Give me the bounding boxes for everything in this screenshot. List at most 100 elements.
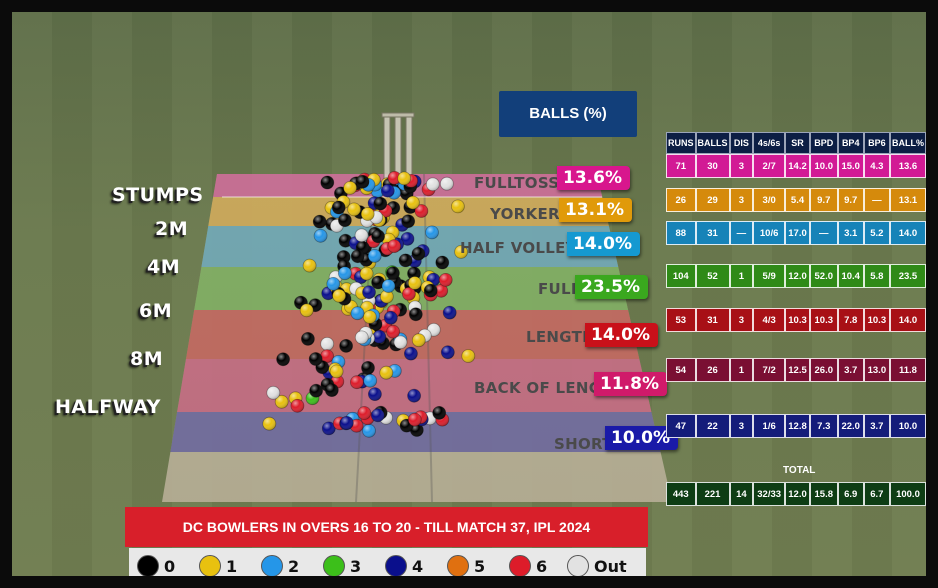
stat-cell: 26 xyxy=(666,188,696,212)
stat-cell: — xyxy=(863,188,890,212)
header-ball-pct: BALL% xyxy=(889,132,926,154)
zone-band xyxy=(185,310,640,359)
ball-shading xyxy=(266,386,280,400)
ball-shading xyxy=(337,250,351,264)
stats-total-row: 443 221 14 32/33 12.0 15.8 6.9 6.7 100.0 xyxy=(666,482,926,506)
ball-shading xyxy=(424,284,438,298)
ball-shading xyxy=(387,239,401,253)
ball-shading xyxy=(394,335,407,349)
stat-cell: 104 xyxy=(666,264,696,288)
ball-shading xyxy=(441,345,455,359)
ball-shading xyxy=(440,177,454,191)
ball-shading xyxy=(388,171,401,185)
ball-shading xyxy=(322,421,336,435)
stat-cell: 10.3 xyxy=(785,308,810,332)
stat-cell: 5/9 xyxy=(753,264,786,288)
stat-cell: 5.4 xyxy=(785,188,810,212)
stat-cell: 29 xyxy=(695,188,730,212)
ball-shading xyxy=(368,387,382,401)
stat-cell: 10.3 xyxy=(809,308,838,332)
ball-shading xyxy=(439,273,453,287)
zone-pct-yorker: 13.1% xyxy=(559,198,632,222)
ball-shading xyxy=(320,337,334,351)
legend-swatch xyxy=(261,555,283,576)
ball-shading xyxy=(361,207,375,221)
table-spacer xyxy=(666,212,926,221)
ball-shading xyxy=(339,234,352,248)
ball-shading xyxy=(407,389,421,403)
legend-item: 1 xyxy=(199,555,237,576)
ball-shading xyxy=(338,266,352,280)
stats-row: 53 31 3 4/3 10.3 10.3 7.8 10.3 14.0 xyxy=(666,308,926,332)
ball-shading xyxy=(454,245,468,259)
legend-label: Out xyxy=(594,556,627,576)
ball-shading xyxy=(276,352,290,366)
legend-swatch xyxy=(385,555,407,576)
stat-cell: 3 xyxy=(729,414,754,438)
ball-shading xyxy=(425,225,439,239)
stats-table: RUNS BALLS DIS 4s/6s SR BPD BP4 BP6 BALL… xyxy=(666,132,926,506)
stat-cell: 26 xyxy=(695,358,730,382)
ball-shading xyxy=(414,204,428,218)
stat-cell: 14.2 xyxy=(785,154,810,178)
ball-shading xyxy=(313,215,327,229)
ball-shading xyxy=(380,290,394,304)
stat-cell: 13.1 xyxy=(889,188,926,212)
ball-shading xyxy=(379,366,393,380)
stat-cell: 30 xyxy=(695,154,730,178)
stat-cell: 10.3 xyxy=(863,308,890,332)
zone-pct-short: 10.0% xyxy=(605,426,678,450)
distance-label-2m: 2M xyxy=(155,218,189,240)
stat-cell: 6.7 xyxy=(863,482,890,506)
ball-shading xyxy=(300,303,314,317)
stats-row: 88 31—10/6 17.0—3.1 5.2 14.0 xyxy=(666,221,926,245)
ball-shading xyxy=(399,253,413,267)
ball-shading xyxy=(382,279,395,293)
stat-cell: 12.0 xyxy=(785,482,810,506)
header-dis: DIS xyxy=(729,132,754,154)
ball-shading xyxy=(461,349,475,363)
legend-item: 2 xyxy=(261,555,299,576)
ball-shading xyxy=(340,416,354,430)
ball-shading xyxy=(401,214,415,228)
header-bp6: BP6 xyxy=(863,132,890,154)
stats-row: 26 29 3 3/0 5.4 9.7 9.7—13.1 xyxy=(666,188,926,212)
zone-label-short: SHORT xyxy=(554,435,613,453)
ball-shading xyxy=(325,383,339,397)
distance-label-6m: 6M xyxy=(139,300,173,322)
ball-shading xyxy=(351,306,364,320)
ball-shading xyxy=(371,408,385,422)
ball-shading xyxy=(362,424,376,438)
stat-cell: 5.8 xyxy=(863,264,890,288)
stat-cell: 221 xyxy=(695,482,730,506)
stat-cell: 3/0 xyxy=(753,188,786,212)
zone-band xyxy=(201,226,619,267)
table-spacer xyxy=(666,382,926,414)
ball-shading xyxy=(301,332,315,346)
table-spacer xyxy=(666,178,926,188)
legend-swatch xyxy=(199,555,221,576)
stat-cell: 14.0 xyxy=(889,308,926,332)
stat-cell: 2/7 xyxy=(753,154,786,178)
ball-shading xyxy=(303,259,317,273)
ball-shading xyxy=(451,199,465,213)
stat-cell: 88 xyxy=(666,221,696,245)
ball-shading xyxy=(275,395,289,409)
stat-cell: 11.8 xyxy=(889,358,926,382)
legend-item: 3 xyxy=(323,555,361,576)
zone-pct-back-of-length: 11.8% xyxy=(594,372,667,396)
stat-cell: 47 xyxy=(666,414,696,438)
ball-shading xyxy=(309,352,323,366)
distance-label-8m: 8M xyxy=(130,348,164,370)
stat-cell: 53 xyxy=(666,308,696,332)
stat-cell: 71 xyxy=(666,154,696,178)
ball-shading xyxy=(314,229,328,243)
stat-cell: 1 xyxy=(729,264,754,288)
header-sr: SR xyxy=(785,132,810,154)
header-runs: RUNS xyxy=(666,132,696,154)
stat-cell: 3.1 xyxy=(837,221,864,245)
zone-label-fulltoss: FULLTOSS xyxy=(474,174,560,192)
ball-shading xyxy=(411,247,425,261)
zone-label-back-of-length: BACK OF LENGTH xyxy=(474,379,625,397)
zone-pct-length: 14.0% xyxy=(585,323,658,347)
